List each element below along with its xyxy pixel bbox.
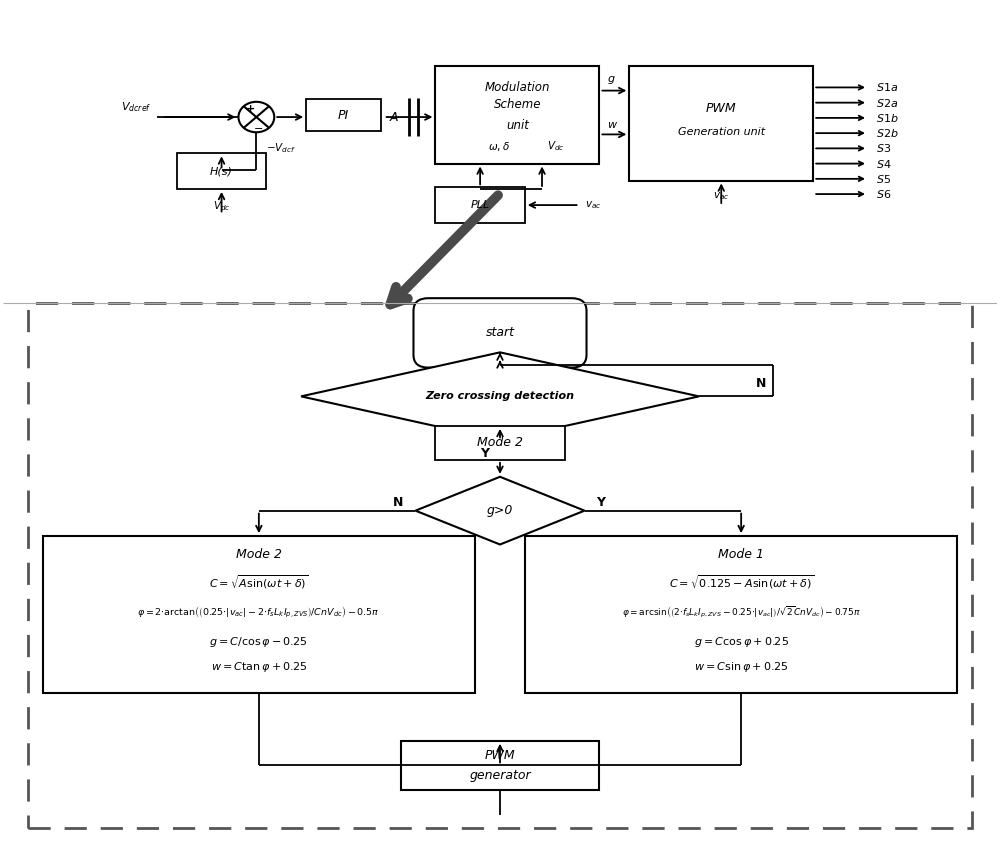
Text: unit: unit [506,118,529,131]
Text: $S3$: $S3$ [876,142,891,154]
Text: $\omega,\delta$: $\omega,\delta$ [488,141,510,153]
Text: $v_{ac}$: $v_{ac}$ [585,199,601,211]
Text: $\varphi=2{\cdot}\arctan\!\left(\left(0.25{\cdot}|v_{ac}|-2{\cdot}f_sL_kI_{p,ZVS: $\varphi=2{\cdot}\arctan\!\left(\left(0.… [137,605,380,619]
Text: Modulation: Modulation [485,81,550,95]
Text: $V_{dc}$: $V_{dc}$ [213,199,230,213]
Text: $w=C\tan\varphi+0.25$: $w=C\tan\varphi+0.25$ [211,660,307,674]
FancyBboxPatch shape [43,536,475,693]
FancyBboxPatch shape [435,187,525,223]
Text: Generation unit: Generation unit [678,127,765,137]
FancyBboxPatch shape [28,303,972,828]
Text: $\varphi=\arcsin\!\left(\left(2{\cdot}f_sL_kI_{p,ZVS}-0.25{\cdot}|v_{ac}|\right): $\varphi=\arcsin\!\left(\left(2{\cdot}f_… [622,605,861,619]
Text: Zero crossing detection: Zero crossing detection [426,391,574,401]
FancyBboxPatch shape [177,153,266,189]
Text: $C=\sqrt{0.125-A\sin(\omega t+\delta)}$: $C=\sqrt{0.125-A\sin(\omega t+\delta)}$ [669,573,814,591]
Text: g>0: g>0 [487,504,513,517]
Text: $-$: $-$ [253,122,263,132]
Text: Mode 2: Mode 2 [477,436,523,449]
Text: PLL: PLL [470,200,490,210]
Text: start: start [486,326,514,339]
Text: Y: Y [481,447,490,460]
Text: $g$: $g$ [607,74,616,86]
FancyBboxPatch shape [435,426,565,460]
Text: $g=C\cos\varphi+0.25$: $g=C\cos\varphi+0.25$ [694,635,789,649]
Text: Mode 1: Mode 1 [718,548,764,561]
Text: $-V_{dcf}$: $-V_{dcf}$ [266,141,296,154]
Text: Scheme: Scheme [494,98,541,112]
Text: N: N [393,496,404,509]
Text: $S5$: $S5$ [876,173,891,185]
FancyBboxPatch shape [525,536,957,693]
FancyBboxPatch shape [401,741,599,790]
Text: PWM: PWM [706,101,737,115]
Text: $A$: $A$ [389,111,399,124]
Text: Mode 2: Mode 2 [236,548,282,561]
Text: $w$: $w$ [607,120,619,130]
FancyBboxPatch shape [306,100,381,131]
Text: $w=C\sin\varphi+0.25$: $w=C\sin\varphi+0.25$ [694,660,788,674]
Text: $C=\sqrt{A\sin(\omega t+\delta)}$: $C=\sqrt{A\sin(\omega t+\delta)}$ [209,573,309,591]
Text: $S1b$: $S1b$ [876,112,899,124]
Polygon shape [301,353,699,440]
Polygon shape [415,477,585,544]
Text: PWM: PWM [485,749,515,762]
FancyBboxPatch shape [435,66,599,164]
FancyBboxPatch shape [413,298,587,367]
Text: Y: Y [596,496,605,509]
Text: N: N [756,377,767,389]
Text: +: + [246,105,256,114]
Text: generator: generator [469,769,531,782]
Text: H(s): H(s) [210,166,233,176]
Text: $S2a$: $S2a$ [876,96,898,109]
Text: $S4$: $S4$ [876,158,891,170]
Text: $V_{dc}$: $V_{dc}$ [547,140,565,153]
Text: PI: PI [338,109,349,122]
Text: $V_{dcref}$: $V_{dcref}$ [121,100,152,113]
FancyBboxPatch shape [629,66,813,181]
Text: $S1a$: $S1a$ [876,82,898,94]
Text: $g=C/\cos\varphi-0.25$: $g=C/\cos\varphi-0.25$ [209,635,308,649]
Text: $S6$: $S6$ [876,188,891,200]
Text: $S2b$: $S2b$ [876,127,899,139]
Text: $v_{ac}$: $v_{ac}$ [713,191,730,203]
